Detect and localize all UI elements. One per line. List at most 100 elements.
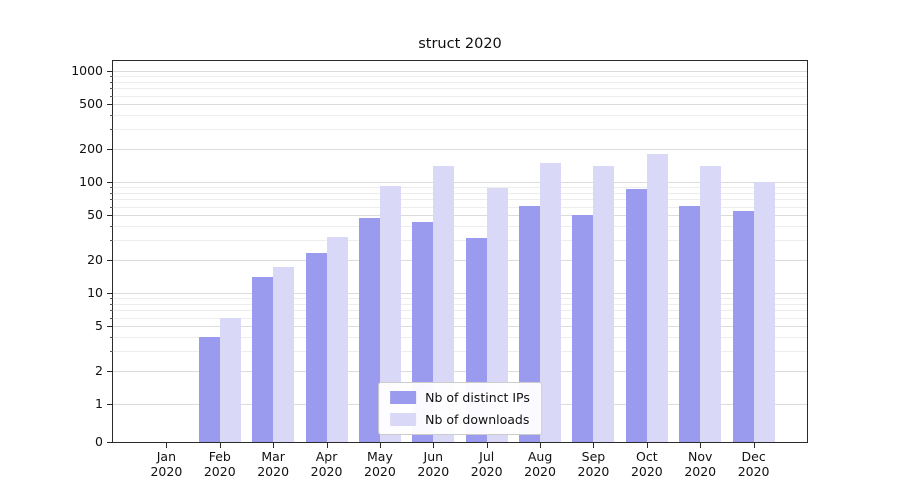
bar-distinct-ips [305, 252, 327, 442]
y-minor-tick-mark [110, 298, 113, 300]
y-minor-tick-mark [110, 199, 113, 201]
gridline [113, 95, 807, 97]
gridline [113, 303, 807, 305]
y-minor-tick-mark [110, 303, 113, 305]
bar-distinct-ips [625, 189, 647, 442]
legend-swatch-downloads [390, 413, 417, 426]
bar-distinct-ips [198, 337, 220, 442]
y-tick-mark [107, 370, 113, 372]
gridline [113, 129, 807, 131]
x-tick-label: Oct 2020 [630, 449, 663, 479]
gridline [113, 337, 807, 339]
y-tick-label: 100 [79, 174, 103, 189]
y-minor-tick-mark [110, 192, 113, 194]
gridline [113, 206, 807, 208]
bar-distinct-ips [679, 205, 701, 442]
x-tick-mark [433, 442, 435, 448]
y-minor-tick-mark [110, 76, 113, 78]
bar-distinct-ips [252, 276, 274, 442]
gridline [113, 215, 807, 217]
y-tick-mark [107, 71, 113, 72]
y-minor-tick-mark [110, 226, 113, 228]
gridline [113, 115, 807, 117]
x-tick-mark [593, 442, 595, 448]
y-tick-mark [107, 293, 113, 294]
y-tick-mark [107, 148, 113, 150]
x-tick-label: Jul 2020 [470, 449, 503, 479]
gridline [113, 182, 807, 183]
y-minor-tick-mark [110, 337, 113, 339]
gridline [113, 259, 807, 261]
chart-title: struct 2020 [418, 36, 502, 52]
x-tick-mark [379, 442, 381, 448]
x-tick-label: Jun 2020 [417, 449, 450, 479]
x-tick-label: Aug 2020 [524, 449, 556, 479]
y-minor-tick-mark [110, 187, 113, 189]
y-tick-mark [107, 442, 113, 443]
gridline [113, 148, 807, 150]
gridline [113, 351, 807, 353]
bar-downloads [700, 165, 722, 442]
gridline [113, 88, 807, 90]
y-minor-tick-mark [110, 317, 113, 319]
y-tick-label: 200 [79, 140, 103, 156]
gridline [113, 76, 807, 78]
gridline [113, 370, 807, 372]
y-minor-tick-mark [110, 88, 113, 90]
y-tick-label: 1000 [71, 63, 103, 78]
bar-downloads [273, 267, 295, 442]
y-tick-mark [107, 215, 113, 217]
bar-distinct-ips [732, 210, 754, 442]
y-tick-label: 50 [87, 207, 103, 223]
gridline [113, 317, 807, 319]
x-tick-label: Jan 2020 [150, 449, 183, 479]
x-tick-label: Feb 2020 [203, 449, 236, 479]
x-tick-label: Dec 2020 [737, 449, 770, 479]
y-tick-label: 10 [87, 285, 103, 300]
gridline [113, 187, 807, 189]
bar-downloads [540, 163, 562, 442]
bar-distinct-ips [572, 215, 594, 442]
y-tick-mark [107, 326, 113, 328]
legend-label-downloads: Nb of downloads [425, 412, 530, 427]
y-minor-tick-mark [110, 240, 113, 242]
y-minor-tick-mark [110, 115, 113, 117]
bar-downloads [433, 165, 455, 442]
bar-downloads [219, 317, 241, 442]
y-tick-label: 20 [87, 251, 103, 267]
gridline [113, 240, 807, 242]
x-tick-label: May 2020 [364, 449, 396, 479]
legend-label-distinct-ips: Nb of distinct IPs [425, 390, 530, 405]
x-tick-mark [219, 442, 221, 448]
x-tick-mark [646, 442, 648, 448]
y-minor-tick-mark [110, 129, 113, 131]
legend-item-distinct-ips: Nb of distinct IPs [390, 390, 530, 405]
x-tick-label: Nov 2020 [684, 449, 717, 479]
gridline [113, 326, 807, 328]
y-tick-label: 2 [95, 362, 103, 378]
y-tick-label: 0 [95, 434, 103, 449]
y-minor-tick-mark [110, 206, 113, 208]
y-minor-tick-mark [110, 95, 113, 97]
gridline [113, 192, 807, 194]
plot-area: 0 1 2 5 10 20 50 100 200 500 1000 Jan 2020 Feb 2020 M… [71, 60, 808, 479]
gridline [113, 71, 807, 72]
x-tick-mark [273, 442, 275, 448]
y-tick-label: 5 [95, 318, 103, 334]
x-tick-label: Mar 2020 [257, 449, 290, 479]
legend: Nb of distinct IPs Nb of downloads [378, 382, 542, 435]
x-tick-mark [700, 442, 702, 448]
bar-downloads [593, 165, 615, 442]
bar-downloads [646, 153, 668, 442]
gridline [113, 293, 807, 294]
gridline [113, 104, 807, 106]
gridline [113, 199, 807, 201]
y-tick-label: 1 [95, 396, 103, 411]
x-tick-mark [326, 442, 328, 448]
bar-downloads [486, 187, 508, 442]
bar-downloads [379, 186, 401, 442]
y-tick-mark [107, 104, 113, 106]
x-tick-label: Sep 2020 [577, 449, 610, 479]
gridline [113, 298, 807, 300]
